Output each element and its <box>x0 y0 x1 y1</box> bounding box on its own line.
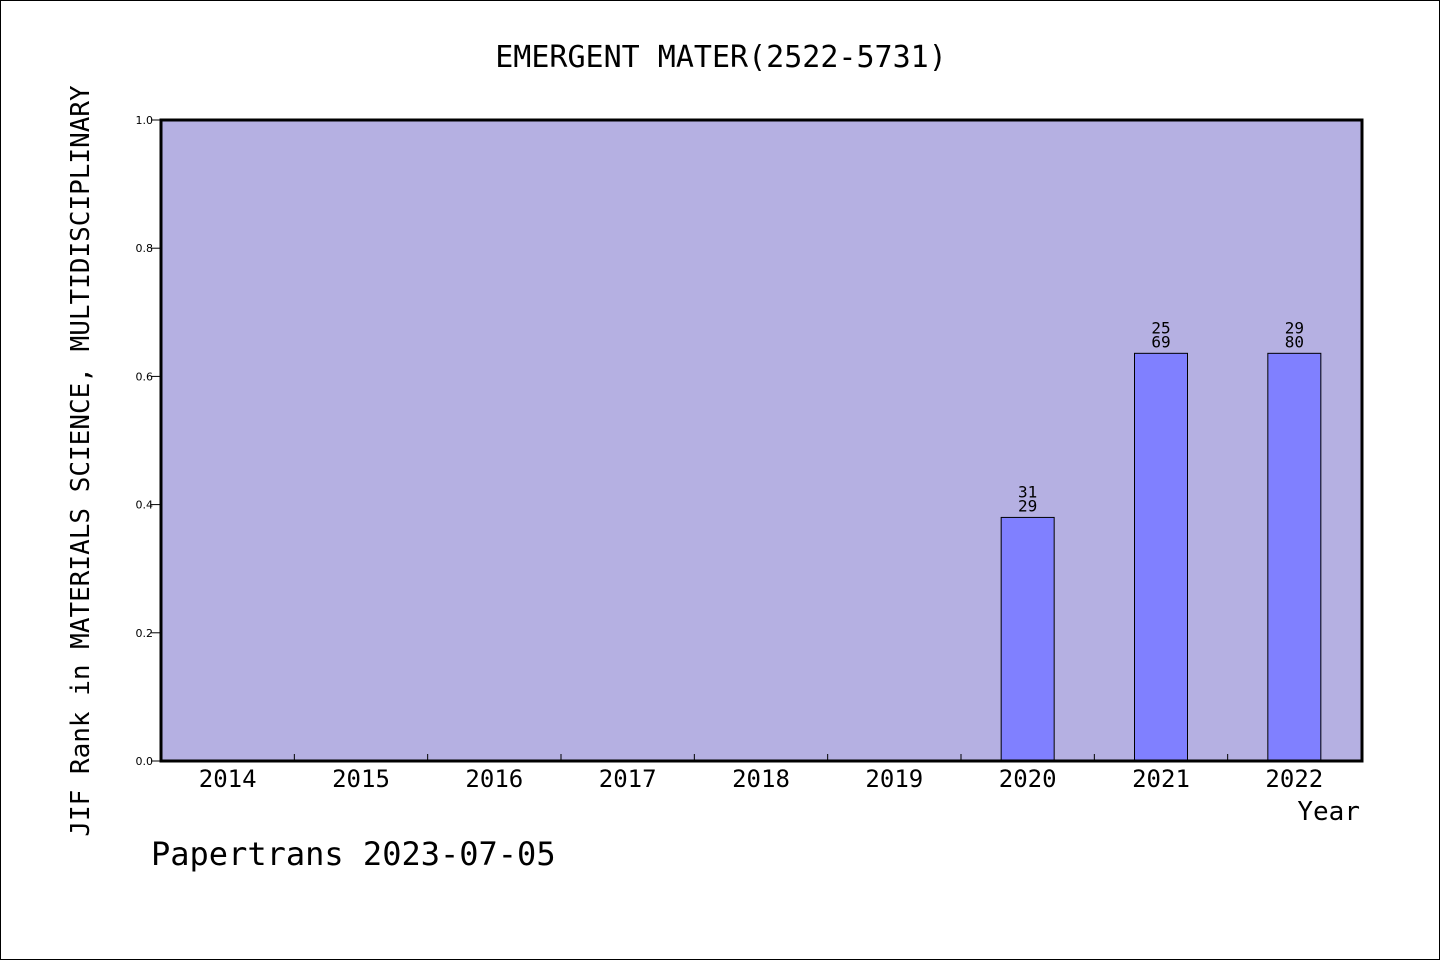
x-tick-label: 2017 <box>599 765 657 793</box>
y-axis-label: JIF Rank in MATERIALS SCIENCE, MULTIDISC… <box>66 85 96 837</box>
bar-label-2020-total: 29 <box>1018 496 1037 515</box>
y-tick-label: 0.8 <box>136 242 154 255</box>
x-tick-label: 2020 <box>999 765 1057 793</box>
x-tick-label: 2016 <box>465 765 523 793</box>
bar-label-2021-total: 69 <box>1151 332 1170 351</box>
x-tick-label: 2015 <box>332 765 390 793</box>
plot-border <box>159 118 1364 763</box>
x-tick-labels: 2014 2015 2016 2017 2018 2019 2020 2021 2022 <box>199 765 1323 793</box>
y-tick-label: 0.0 <box>136 755 154 768</box>
x-tick-label: 2014 <box>199 765 257 793</box>
x-axis-label: Year <box>1297 797 1360 827</box>
bar-label-2022-total: 80 <box>1285 332 1304 351</box>
y-tick-label: 0.4 <box>136 499 154 512</box>
x-tick-label: 2019 <box>865 765 923 793</box>
chart-title: EMERGENT MATER(2522-5731) <box>495 40 947 75</box>
x-tick-label: 2022 <box>1265 765 1323 793</box>
bars <box>1000 352 1322 762</box>
bar-label-2022-rank: 29 <box>1285 318 1304 337</box>
y-tick-label: 1.0 <box>136 114 154 127</box>
bar-2022 <box>1267 352 1322 762</box>
y-tick-label: 0.6 <box>136 370 154 383</box>
bar-label-2021-rank: 25 <box>1151 318 1170 337</box>
y-tick-label: 0.2 <box>136 627 154 640</box>
x-tick-label: 2021 <box>1132 765 1190 793</box>
bar-2020 <box>1000 516 1055 762</box>
x-tick-label: 2018 <box>732 765 790 793</box>
bar-2021 <box>1134 352 1188 762</box>
footer-watermark: Papertrans 2023-07-05 <box>151 835 556 873</box>
y-tick-labels: 0.0 0.2 0.4 0.6 0.8 1.0 <box>136 114 154 768</box>
bar-label-2020-rank: 31 <box>1018 482 1037 501</box>
